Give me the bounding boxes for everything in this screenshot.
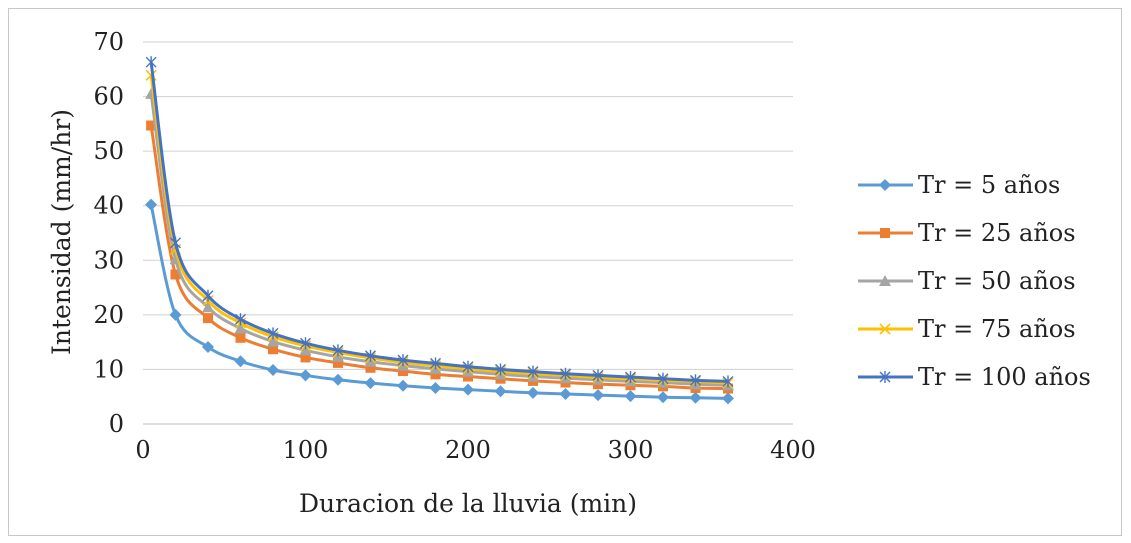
data-point [267, 327, 279, 340]
y-tick-label: 0 [109, 410, 124, 438]
series-layer [145, 56, 734, 405]
data-point [145, 56, 157, 69]
legend-label: Tr = 25 años [918, 219, 1076, 247]
data-point [170, 236, 181, 249]
data-point [462, 383, 474, 396]
data-point [560, 367, 571, 380]
data-point [146, 120, 157, 131]
legend-item: Tr = 100 años [858, 363, 1091, 391]
data-point [527, 386, 539, 399]
data-point [625, 371, 636, 384]
data-point [429, 381, 442, 394]
legend: Tr = 5 años Tr = 25 años Tr = 50 años Tr = … [858, 171, 1091, 391]
legend-label: Tr = 50 años [918, 267, 1076, 295]
y-axis-ticks: 0 10 20 30 40 50 60 70 [93, 28, 124, 438]
y-tick-label: 50 [93, 137, 124, 165]
data-point [332, 344, 344, 357]
data-point [300, 337, 311, 350]
data-point [365, 349, 376, 362]
data-point [267, 335, 279, 347]
data-point [495, 363, 506, 376]
legend-label: Tr = 100 años [918, 363, 1091, 391]
x-tick-label: 100 [283, 436, 329, 464]
data-point [299, 344, 312, 356]
legend-item: Tr = 5 años [858, 171, 1060, 199]
x-tick-label: 400 [770, 436, 816, 464]
data-point [202, 301, 214, 313]
x-axis-ticks: 0 100 200 300 400 [135, 436, 816, 464]
data-point [332, 350, 344, 362]
data-point [202, 289, 214, 302]
y-tick-label: 20 [93, 301, 124, 329]
data-point [365, 362, 376, 373]
data-point [494, 385, 507, 398]
data-point [202, 341, 214, 354]
data-point [592, 389, 604, 402]
data-point [332, 373, 344, 386]
legend-marker [879, 371, 891, 383]
data-point [397, 379, 409, 392]
data-point [234, 355, 247, 368]
x-axis-title: Duracion de la lluvia (min) [299, 489, 637, 518]
data-point [397, 354, 409, 367]
data-point [169, 308, 182, 321]
legend-label: Tr = 5 años [918, 171, 1060, 199]
series-line [149, 125, 729, 391]
series-4 [145, 69, 734, 389]
data-point [559, 387, 572, 400]
data-point [267, 363, 279, 376]
y-axis-title: Intensidad (mm/hr) [47, 109, 76, 355]
data-point [235, 332, 246, 343]
legend-item: Tr = 75 años [858, 315, 1076, 343]
data-point [592, 369, 604, 382]
data-point [364, 377, 377, 390]
y-tick-label: 10 [93, 355, 124, 383]
data-point [722, 392, 734, 405]
x-tick-label: 300 [608, 436, 654, 464]
series-5 [145, 56, 734, 388]
legend-marker [879, 179, 891, 191]
data-point [430, 357, 441, 370]
data-point [657, 372, 669, 385]
data-point [398, 366, 408, 377]
legend-marker [880, 228, 890, 238]
data-point [333, 357, 343, 368]
data-point [624, 390, 637, 403]
legend-marker [879, 323, 891, 335]
legend-label: Tr = 75 años [918, 315, 1076, 343]
data-point [657, 391, 669, 404]
data-point [299, 369, 312, 382]
data-point [203, 313, 213, 324]
chart-frame [8, 8, 1122, 536]
series-2 [146, 120, 733, 394]
y-tick-label: 40 [93, 192, 124, 220]
data-point [234, 322, 247, 334]
legend-item: Tr = 50 años [858, 267, 1076, 295]
series-3 [145, 87, 734, 391]
series-1 [145, 198, 734, 405]
legend-item: Tr = 25 años [858, 219, 1076, 247]
data-point [430, 369, 441, 380]
data-point [268, 344, 278, 355]
legend-marker [879, 275, 891, 286]
y-tick-label: 60 [93, 83, 124, 111]
data-point [170, 269, 181, 280]
data-point [689, 391, 702, 404]
y-tick-label: 70 [93, 28, 124, 56]
data-point [462, 360, 474, 373]
data-point [527, 365, 539, 378]
data-point [235, 313, 246, 326]
data-point [300, 352, 311, 363]
y-tick-label: 30 [93, 246, 124, 274]
x-tick-label: 0 [135, 436, 150, 464]
grid-lines [143, 41, 793, 370]
data-point [690, 374, 701, 387]
data-point [145, 198, 158, 211]
x-tick-label: 200 [445, 436, 491, 464]
data-point [722, 375, 734, 388]
